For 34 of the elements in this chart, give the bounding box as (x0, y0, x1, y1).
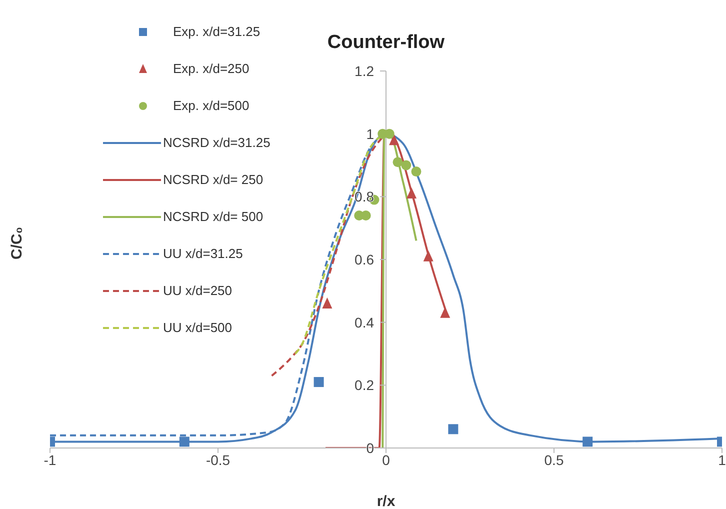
legend-label: Exp. x/d=250 (173, 61, 250, 76)
y-tick-label: 0.2 (354, 377, 374, 394)
legend-label: NCSRD x/d= 500 (163, 209, 264, 224)
y-tick-label: 0.4 (354, 314, 374, 330)
point (389, 134, 400, 146)
legend-label: UU x/d=500 (163, 320, 232, 335)
legend-label: UU x/d=250 (163, 283, 232, 298)
point (440, 306, 450, 318)
point (423, 250, 434, 262)
x-tick-label: 0.5 (544, 452, 564, 468)
point (448, 424, 458, 434)
point (314, 377, 324, 388)
x-tick-label: 0 (382, 452, 390, 468)
point (582, 436, 593, 447)
x-tick-label: -1 (44, 452, 56, 468)
point (406, 188, 417, 199)
legend-label: NCSRD x/d= 250 (163, 172, 264, 187)
point (322, 297, 332, 308)
y-tick-label: 1.2 (354, 63, 374, 79)
point (179, 436, 190, 447)
y-axis-title: C/C₀ (8, 226, 26, 260)
x-axis-title: r/x (376, 493, 396, 509)
x-tick-label: 1 (718, 452, 726, 468)
legend-label: Exp. x/d=31.25 (173, 24, 260, 39)
legend-label: Exp. x/d=500 (173, 98, 250, 113)
chart-title: Counter-flow (327, 32, 445, 53)
legend-label: NCSRD x/d=31.25 (163, 135, 270, 150)
point (392, 157, 403, 168)
y-tick-label: 1 (366, 126, 374, 142)
x-tick-label: -0.5 (206, 452, 230, 468)
point (401, 160, 412, 170)
legend-label: UU x/d=31.25 (163, 246, 243, 261)
y-tick-label: 0.6 (354, 252, 374, 268)
point (411, 166, 422, 177)
